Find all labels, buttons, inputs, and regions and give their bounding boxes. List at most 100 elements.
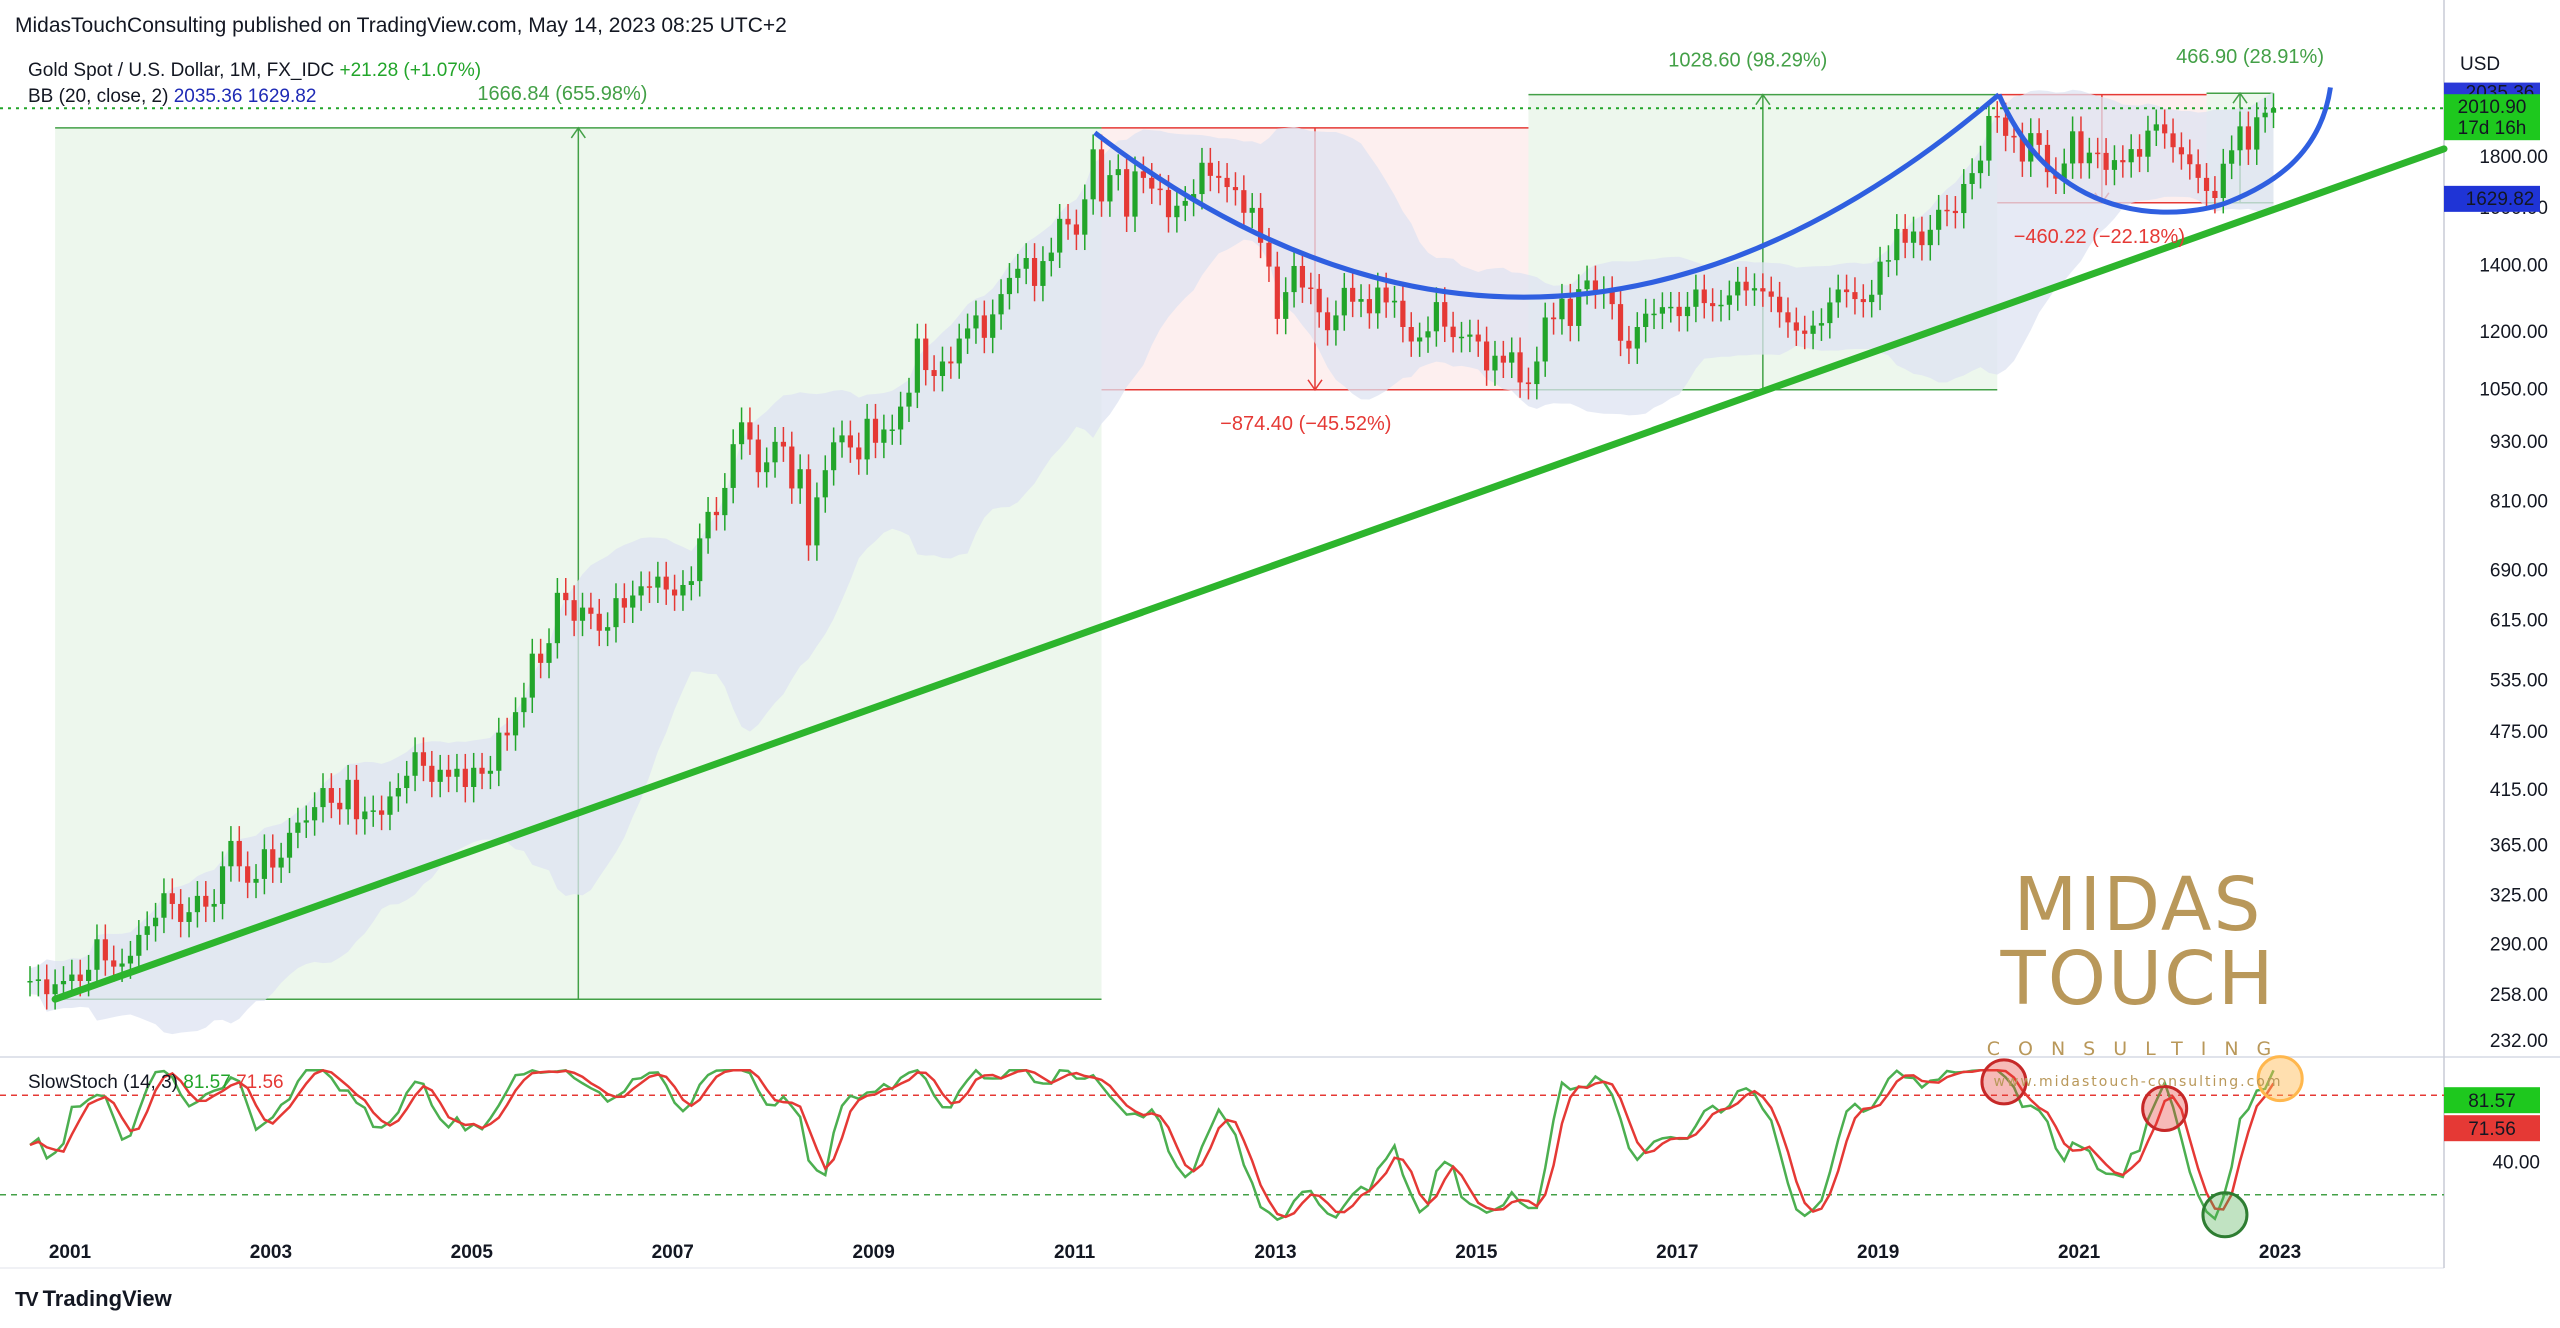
- candle-body: [60, 980, 67, 985]
- candle-body: [1961, 183, 1967, 214]
- candle-body: [437, 769, 443, 782]
- candle-body: [144, 926, 150, 935]
- candle-body: [1082, 199, 1088, 235]
- candle-body: [1910, 231, 1917, 243]
- measure-label-0: 1666.84 (655.98%): [477, 83, 647, 105]
- candle-body: [1802, 330, 1808, 334]
- candle-body: [1366, 299, 1373, 314]
- candle-body: [1308, 287, 1314, 290]
- tradingview-logo-icon: TV: [15, 1289, 39, 1311]
- candle-body: [236, 840, 242, 867]
- stoch-d-value: 71.56: [236, 1072, 284, 1093]
- candle-body: [161, 893, 167, 918]
- candle-body: [1835, 289, 1841, 303]
- candle-body: [1224, 177, 1230, 188]
- candle-body: [295, 822, 301, 833]
- candle-body: [1425, 331, 1431, 338]
- measure-label-3: −460.22 (−22.18%): [2014, 226, 2185, 248]
- candle-body: [730, 444, 736, 488]
- candle-body: [320, 788, 326, 808]
- candle-body: [722, 487, 728, 516]
- candle-body: [579, 607, 586, 621]
- candle-body: [136, 934, 142, 956]
- price-tick: 615.00: [2490, 610, 2548, 631]
- candle-body: [219, 866, 226, 904]
- candle-body: [278, 857, 284, 868]
- candle-body: [270, 849, 276, 868]
- stoch-legend[interactable]: SlowStoch (14, 3) 81.57 71.56: [28, 1072, 284, 1094]
- stoch-k-tag: 81.57: [2468, 1091, 2516, 1112]
- candle-body: [454, 768, 460, 777]
- symbol-change: +21.28 (+1.07%): [339, 60, 482, 81]
- candle-body: [1643, 313, 1649, 328]
- candle-body: [2254, 117, 2260, 150]
- candle-body: [1701, 289, 1707, 304]
- price-tick: 365.00: [2490, 835, 2548, 856]
- candle-body: [1710, 303, 1716, 307]
- stoch-k-tag-bg: [2444, 1087, 2540, 1114]
- candle-body: [2187, 154, 2193, 165]
- currency-label: USD: [2460, 54, 2500, 75]
- candle-body: [1634, 327, 1640, 349]
- candle-body: [1852, 292, 1858, 300]
- candle-body: [1693, 289, 1699, 307]
- candle-body: [1567, 298, 1573, 326]
- candle-body: [1994, 115, 2000, 118]
- symbol-name: Gold Spot / U.S. Dollar, 1M, FX_IDC: [28, 60, 335, 81]
- candle-body: [412, 752, 418, 776]
- bb-lower-tag-bg: [2444, 185, 2540, 212]
- candle-body: [169, 893, 175, 904]
- candle-body: [362, 811, 368, 820]
- candle-body: [44, 979, 50, 995]
- measure-labels: 1666.84 (655.98%) −874.40 (−45.52%) 1028.6…: [477, 46, 2324, 435]
- candle-body: [1057, 218, 1063, 253]
- candle-body: [831, 442, 837, 471]
- candle-body: [1684, 306, 1691, 317]
- year-tick: 2023: [2259, 1242, 2301, 1263]
- candle-body: [1885, 260, 1892, 262]
- candle-body: [1534, 361, 1540, 385]
- candle-body: [571, 600, 577, 621]
- candle-body: [1919, 231, 1925, 246]
- candle-body: [1927, 229, 1933, 246]
- brand-name: MIDAS TOUCH: [2000, 862, 2276, 1022]
- candle-body: [228, 840, 234, 867]
- candle-body: [2229, 150, 2235, 164]
- candle-body: [261, 849, 267, 879]
- candle-body: [429, 765, 435, 782]
- candle-body: [445, 769, 452, 777]
- candle-body: [1659, 307, 1665, 314]
- candle-body: [923, 338, 929, 371]
- bb-legend[interactable]: BB (20, close, 2) 2035.36 1629.82: [28, 86, 316, 108]
- symbol-legend[interactable]: Gold Spot / U.S. Dollar, 1M, FX_IDC +21.…: [28, 60, 481, 82]
- candle-body: [1232, 187, 1239, 191]
- candle-body: [2019, 137, 2025, 162]
- candle-body: [1065, 218, 1071, 225]
- candle-body: [856, 447, 862, 460]
- candle-body: [1609, 291, 1615, 305]
- price-tick: 690.00: [2490, 561, 2548, 582]
- stoch-label: SlowStoch (14, 3): [28, 1072, 178, 1093]
- candle-body: [2095, 152, 2101, 155]
- long-term-trendline: [51, 145, 2448, 1003]
- bb-fill: [30, 89, 2274, 1035]
- candle-body: [94, 939, 100, 970]
- candle-body: [1023, 258, 1029, 269]
- measure-label-2: 1028.60 (98.29%): [1668, 50, 1827, 72]
- candle-body: [1559, 298, 1565, 320]
- candle-body: [471, 767, 477, 788]
- measure-arrowhead-1: [1307, 379, 1323, 392]
- tradingview-footer[interactable]: TV TradingView: [15, 1286, 172, 1312]
- candle-body: [2036, 133, 2042, 145]
- candle-body: [203, 895, 209, 907]
- price-tick: 1050.00: [2479, 380, 2548, 401]
- candle-body: [1442, 302, 1448, 327]
- candle-body: [2178, 147, 2185, 155]
- candle-body: [1358, 299, 1364, 302]
- candlesticks: [27, 93, 2277, 1010]
- candle-body: [1475, 334, 1481, 342]
- bb-upper-value: 2035.36: [173, 86, 243, 107]
- candle-body: [1241, 190, 1247, 213]
- candle-body: [286, 832, 293, 858]
